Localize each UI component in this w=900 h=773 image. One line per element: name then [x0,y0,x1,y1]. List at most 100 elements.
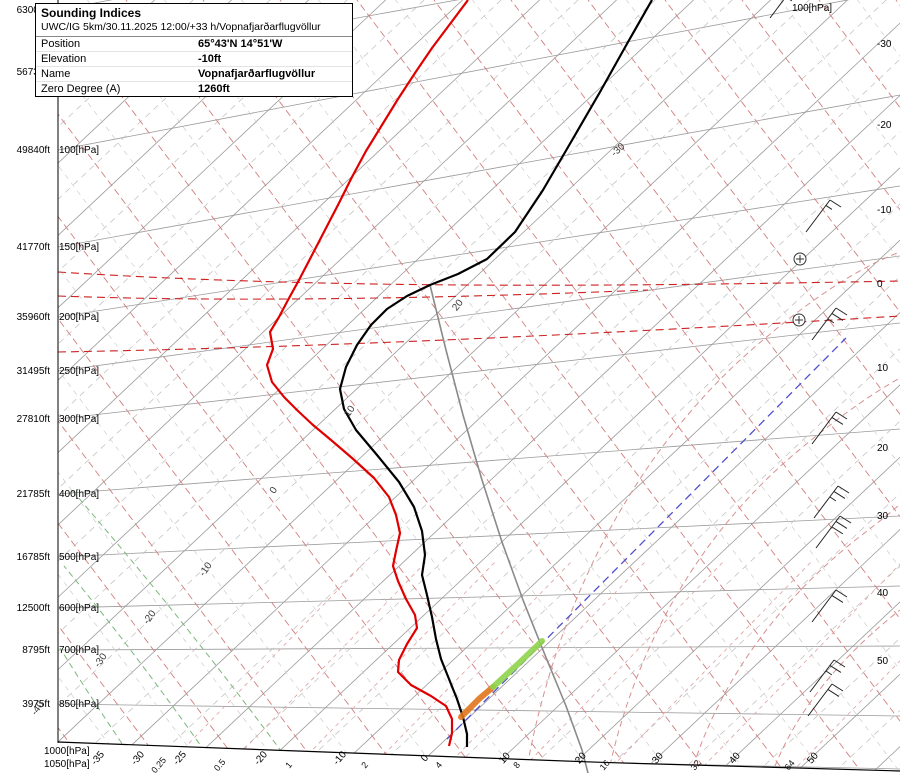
barb-feather [831,417,844,425]
wind-barb [769,0,793,19]
barb-shaft [811,411,837,445]
right-temp-label: -20 [877,120,892,131]
altitude-label: 31495ft [17,366,51,377]
mixing-ratio-label: 0.25 [149,755,168,773]
dry-adiabat-line [125,0,737,771]
isobar-line [58,94,900,248]
isobar-line [58,255,900,372]
barb-feather [835,521,848,529]
wind-barb [813,485,850,519]
barb-feather [835,411,848,420]
dry-adiabat-line [58,0,429,771]
barb-shaft [769,0,785,19]
mixing-ratio-label: 8 [511,760,522,770]
isopleth-label: 0 [268,485,280,496]
isotherm-minor-line [58,0,348,771]
altitude-label: 56730ft [17,67,51,78]
barb-half-feather [789,0,793,2]
right-temp-label: 10 [877,363,889,374]
barb-half-feather [825,205,833,210]
altitude-label: 16785ft [17,552,51,563]
mixing-ratio-line [221,559,429,771]
bottom-temp-label: -20 [252,749,270,767]
mixing-ratio-label: 1 [283,760,294,770]
isotherm-line [370,0,900,771]
altitude-label: 8795ft [22,645,50,656]
isotherm-line [58,0,540,771]
dry-adiabat-line [433,0,900,771]
isobar-line [58,645,900,651]
isobar-line [58,428,900,495]
info-label: Name [41,68,71,80]
isopleth-label: -20 [141,608,159,627]
isotherm-minor-line [58,0,579,771]
isotherm-line [58,0,617,771]
mixing-ratio-line [290,559,498,771]
bottom-temp-label: -30 [129,749,147,767]
bottom-temp-label: 40 [727,750,743,766]
isotherm-line [58,0,848,771]
mixing-ratio-label: 2 [359,760,370,770]
right-temp-label: 40 [877,588,889,599]
isotherm-line [216,0,900,771]
info-value: Vopnafjarðarflugvöllur [198,68,316,80]
wind-barb [805,199,842,233]
barb-feather [831,683,844,692]
isotherm-minor-line [485,0,900,771]
pressure-label: 100[hPa] [59,145,99,156]
isotherm-line [58,0,694,771]
dry-adiabat-line [58,0,275,771]
mixing-ratio-line [366,559,574,771]
isobar-line [58,703,900,717]
adiabat-minor-line [58,0,236,771]
mixing-ratio-line [518,559,726,771]
altitude-label: 21785ft [17,489,51,500]
altitude-label: 27810ft [17,414,51,425]
level-marker [793,252,807,266]
isotherm-line [678,0,900,771]
bottom-temp-label: 50 [805,750,821,766]
isotherm-minor-line [639,0,900,771]
info-row-name: Name Vopnafjarðarflugvöllur [36,67,352,82]
mixing-ratio-label: 0.5 [212,757,228,773]
highlight-isopleth-line [58,315,900,353]
pressure-label: 250[hPa] [59,366,99,377]
barb-feather [831,595,844,603]
barb-feather [839,515,852,524]
mixing-ratio-line [697,559,900,771]
barb-feather [831,526,844,535]
isotherm-line [58,0,309,771]
bottom-temp-label: 20 [573,750,589,766]
isotherm-line [58,0,386,771]
wind-barb [811,589,848,623]
barb-feather [833,491,846,499]
isotherm-line [58,0,155,771]
adiabat-minor-line [87,0,698,771]
info-row-zero-degree: Zero Degree (A) 1260ft [36,82,352,96]
pressure-label: 700[hPa] [59,645,99,656]
isobar-line [58,185,900,318]
dry-adiabat-line [510,0,900,771]
adiabat-minor-line [318,0,900,771]
barb-half-feather [829,496,837,502]
barb-shaft [811,589,837,623]
isobar-line [58,585,900,609]
barb-shaft [805,199,831,233]
altitude-label: 41770ft [17,242,51,253]
mixing-ratio-line [440,559,648,771]
level-marker [792,313,806,327]
barb-feather [835,307,848,316]
mixing-ratio-label: 16 [598,758,612,772]
right-temp-label: 30 [877,511,889,522]
wind-barb [811,307,848,341]
bottom-temp-label: -35 [89,749,107,767]
isotherm-line [524,0,900,771]
isopleth-label: -30 [609,141,627,159]
info-value: 65°43'N 14°51'W [198,38,283,50]
isotherm-minor-line [177,0,900,771]
moist-adiabat-line [63,565,229,771]
top-right-pressure-label: 100[hPa] [792,3,832,14]
wind-barb [815,515,852,549]
